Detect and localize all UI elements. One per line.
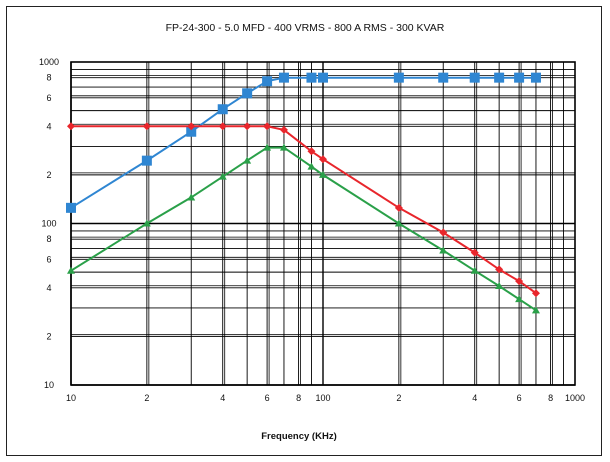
series-line (70, 76, 536, 209)
data-point (393, 72, 404, 83)
data-point (439, 246, 448, 254)
x-tick-label: 4 (220, 393, 225, 403)
series-line (71, 125, 537, 295)
data-point (141, 155, 152, 166)
x-tick-label: 8 (548, 393, 553, 403)
data-point (279, 143, 288, 151)
axes (70, 61, 576, 386)
data-point (67, 122, 75, 131)
x-axis-label: Frequency (KHz) (261, 431, 336, 442)
y-tick-label: 2 (46, 170, 51, 180)
data-point (531, 289, 540, 298)
data-point (470, 266, 479, 274)
data-point (263, 143, 272, 151)
data-point (187, 193, 196, 201)
data-point (66, 202, 76, 213)
y-tick-label: 8 (46, 234, 51, 244)
data-point (318, 72, 328, 83)
data-point (142, 219, 151, 227)
data-point (495, 265, 504, 274)
grid (70, 62, 575, 386)
data-point (243, 156, 252, 164)
x-tick-label: 1000 (565, 393, 585, 403)
data-point (306, 72, 317, 83)
tick-labels: 10 2 4 6 8 100 2 4 6 8 1000 10 2 4 6 8 100 2 4 6 8 1000 (39, 57, 585, 403)
x-tick-label: 10 (66, 393, 76, 403)
series-layer (66, 72, 541, 314)
x-tick-label: 8 (296, 393, 301, 403)
data-point (530, 72, 541, 83)
x-tick-label: 2 (396, 393, 401, 403)
data-point (319, 155, 327, 164)
series-3 (67, 143, 540, 314)
y-tick-label: 4 (46, 283, 51, 293)
y-tick-label: 1000 (39, 57, 59, 67)
data-point (515, 295, 524, 303)
y-tick-label: 2 (46, 331, 51, 341)
data-point (218, 122, 227, 131)
data-point (307, 162, 316, 170)
x-tick-label: 4 (472, 393, 477, 403)
x-tick-label: 6 (265, 393, 270, 403)
x-tick-label: 2 (144, 393, 149, 403)
y-tick-label: 8 (46, 73, 51, 83)
data-point (243, 122, 252, 131)
data-point (394, 219, 403, 227)
chart-title: FP-24-300 - 5.0 MFD - 400 VRMS - 800 A R… (166, 22, 445, 34)
series-1 (66, 72, 541, 213)
data-point (278, 72, 289, 83)
data-point (439, 228, 448, 237)
data-point (438, 72, 449, 83)
y-tick-label: 4 (46, 121, 51, 131)
data-point (394, 203, 403, 212)
data-point (262, 76, 273, 87)
plot-border (70, 61, 576, 386)
data-point (217, 104, 228, 115)
data-point (279, 125, 288, 134)
data-point (515, 277, 524, 286)
data-point (67, 266, 75, 274)
data-point (187, 122, 196, 131)
data-point (531, 306, 540, 314)
x-tick-label: 6 (517, 393, 522, 403)
data-point (494, 72, 505, 83)
data-point (307, 147, 316, 156)
data-point (263, 122, 272, 131)
data-point (218, 172, 227, 180)
data-point (142, 122, 151, 131)
y-tick-label: 100 (41, 219, 56, 229)
data-point (242, 88, 253, 99)
data-point (470, 248, 479, 257)
series-2 (67, 122, 540, 298)
data-point (514, 72, 525, 83)
y-tick-label: 10 (44, 380, 54, 390)
data-point (186, 126, 197, 137)
data-point (495, 282, 504, 290)
y-tick-label: 6 (46, 93, 51, 103)
chart-frame: FP-24-300 - 5.0 MFD - 400 VRMS - 800 A R… (6, 6, 602, 456)
data-point (319, 170, 327, 178)
y-tick-label: 6 (46, 254, 51, 264)
data-point (469, 72, 480, 83)
frequency-chart: FP-24-300 - 5.0 MFD - 400 VRMS - 800 A R… (39, 22, 585, 442)
x-tick-label: 100 (315, 393, 330, 403)
